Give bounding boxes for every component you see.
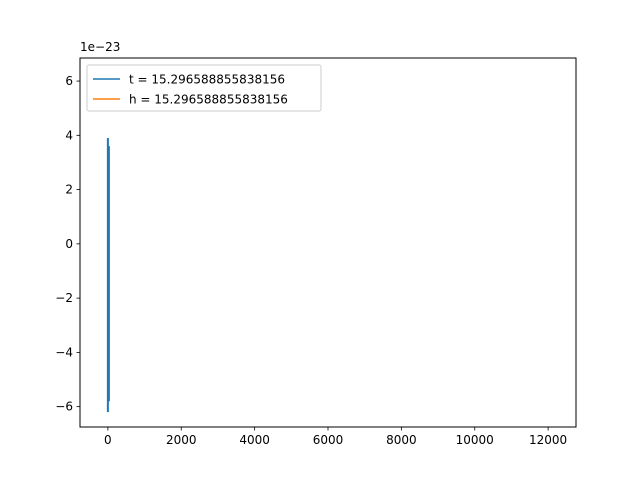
x-tick-label: 8000 [386, 433, 417, 447]
x-tick-label: 10000 [456, 433, 494, 447]
legend-frame [86, 64, 322, 112]
series-layer [106, 138, 110, 413]
x-tick-label: 0 [104, 433, 112, 447]
x-tick-label: 6000 [313, 433, 344, 447]
y-tick-label: −2 [55, 291, 73, 305]
legend-entry-h: h = 15.296588855838156 [129, 93, 288, 107]
y-tick-label: 4 [65, 128, 73, 142]
legend: t = 15.296588855838156 h = 15.2965888558… [86, 64, 322, 112]
y-tick-label: 6 [65, 74, 73, 88]
legend-entry-t: t = 15.296588855838156 [129, 73, 285, 87]
x-tick-label: 12000 [529, 433, 567, 447]
y-axis-offset-label: 1e−23 [80, 40, 120, 54]
y-tick-label: 0 [65, 237, 73, 251]
y-tick-label: −6 [55, 400, 73, 414]
y-tick-label: 2 [65, 183, 73, 197]
y-tick-label: −4 [55, 345, 73, 359]
x-tick-label: 2000 [166, 433, 197, 447]
x-axis: 0 2000 4000 6000 8000 10000 12000 [104, 427, 567, 447]
series-start-spike-t [106, 138, 110, 413]
y-axis: −6 −4 −2 0 2 4 6 [55, 74, 80, 414]
x-tick-label: 4000 [239, 433, 270, 447]
